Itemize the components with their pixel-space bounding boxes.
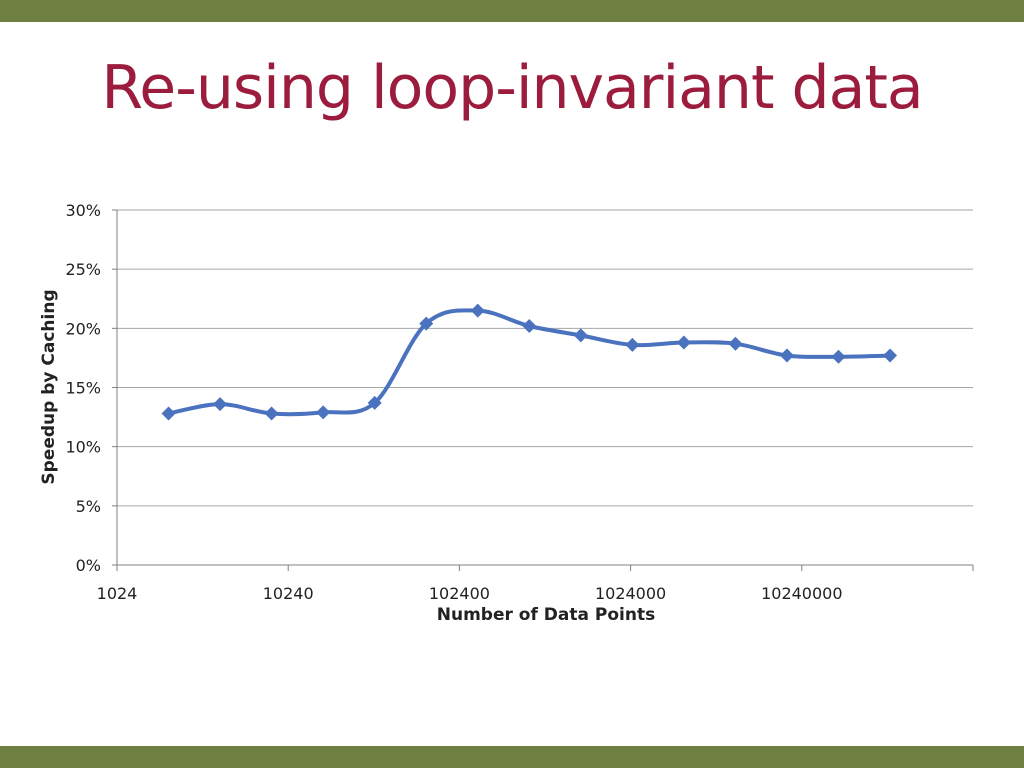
data-point-marker [676, 335, 691, 350]
x-axis-title: Number of Data Points [437, 605, 655, 625]
data-point-marker [264, 406, 279, 421]
footer-bar [0, 746, 1024, 768]
y-axis-title: Speedup by Caching [39, 289, 59, 484]
data-point-marker [573, 328, 588, 343]
y-tick-label: 30% [65, 201, 101, 220]
x-tick-label: 10240 [263, 584, 314, 603]
x-tick-label: 1024000 [595, 584, 666, 603]
data-point-marker [470, 303, 485, 318]
y-tick-label: 5% [76, 497, 101, 516]
y-tick-label: 0% [76, 556, 101, 575]
y-tick-label: 20% [65, 319, 101, 338]
data-point-marker [213, 397, 228, 412]
x-tick-label: 102400 [429, 584, 490, 603]
data-point-marker [728, 336, 743, 351]
data-point-marker [831, 349, 846, 364]
data-point-marker [419, 316, 434, 331]
data-point-marker [316, 405, 331, 420]
data-point-marker [779, 348, 794, 363]
slide-title: Re-using loop-invariant data [101, 53, 923, 123]
x-tick-labels: 1024 10240 102400 1024000 10240000 [97, 584, 843, 603]
header-bar [0, 0, 1024, 22]
y-tick-label: 15% [65, 379, 101, 398]
x-tick-label: 1024 [97, 584, 138, 603]
y-tick-label: 25% [65, 260, 101, 279]
data-point-marker [883, 348, 898, 363]
x-tick-label: 10240000 [761, 584, 842, 603]
data-point-marker [522, 318, 537, 333]
y-tick-label: 10% [65, 438, 101, 457]
data-point-marker [625, 337, 640, 352]
axes [112, 209, 974, 571]
data-markers [161, 303, 898, 421]
y-tick-labels: 0% 5% 10% 15% 20% 25% 30% [65, 201, 101, 575]
data-point-marker [161, 406, 176, 421]
data-point-marker [367, 395, 382, 410]
gridlines [117, 209, 973, 507]
